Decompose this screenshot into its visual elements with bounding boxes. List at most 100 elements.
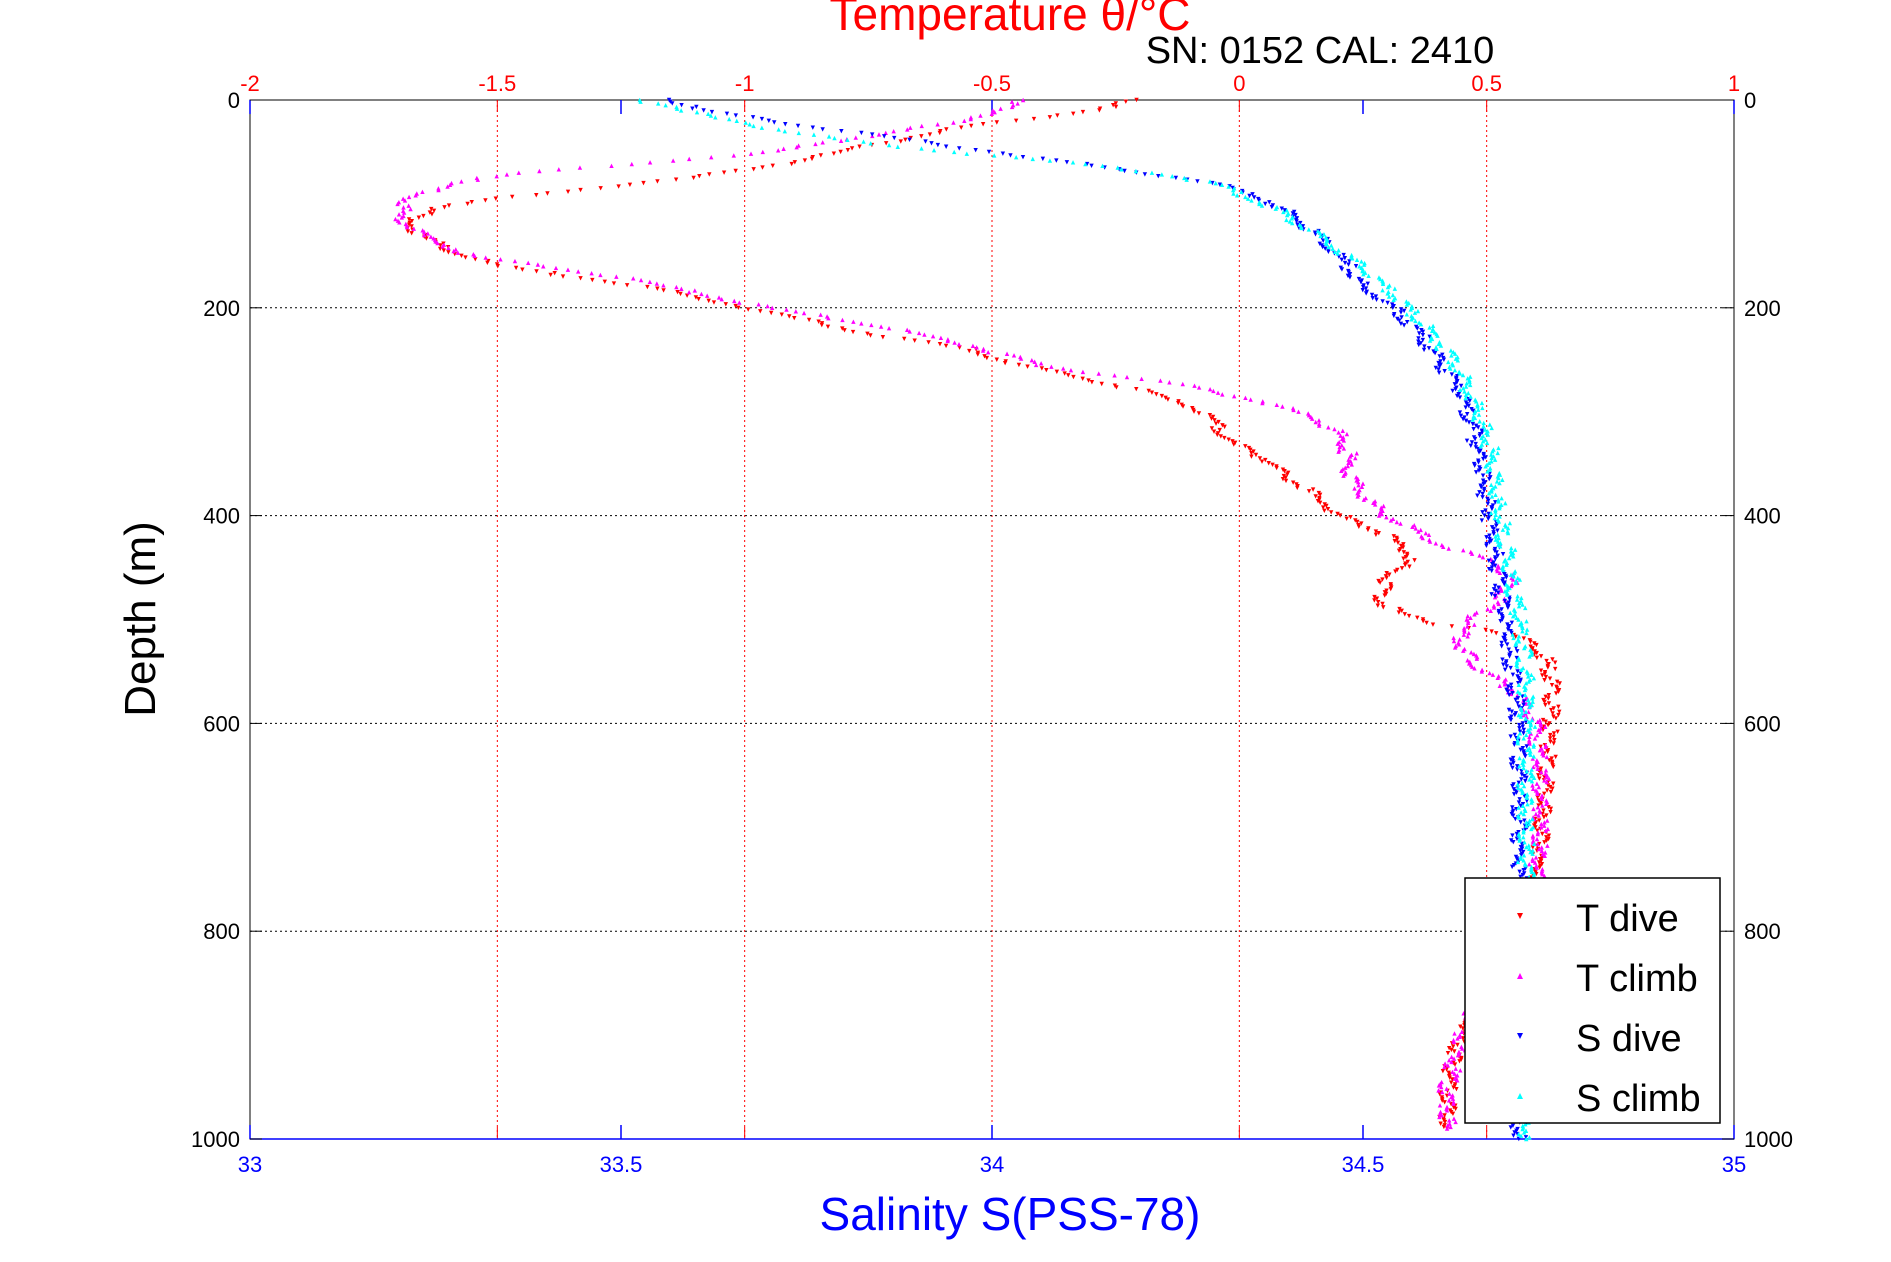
data-point	[493, 196, 499, 201]
data-point	[1515, 594, 1520, 599]
data-point	[1546, 692, 1552, 698]
data-point	[1515, 701, 1520, 706]
data-point	[1365, 527, 1371, 533]
data-point	[1391, 297, 1396, 303]
data-point	[1544, 779, 1550, 785]
data-point	[1518, 667, 1524, 672]
data-point	[1452, 1076, 1457, 1081]
data-point	[775, 148, 781, 153]
data-point	[1115, 165, 1120, 170]
data-point	[1402, 612, 1407, 617]
data-point	[1527, 818, 1532, 823]
data-point	[956, 341, 962, 347]
data-point	[1361, 497, 1367, 502]
data-point	[1496, 610, 1501, 615]
data-point	[1541, 815, 1547, 820]
data-point	[655, 179, 660, 184]
data-point	[734, 118, 739, 123]
data-point	[1538, 722, 1544, 728]
data-point	[1452, 1071, 1457, 1076]
data-point	[1083, 161, 1088, 167]
data-point	[1493, 534, 1498, 539]
data-point	[1477, 433, 1482, 439]
data-point	[772, 120, 777, 125]
data-point	[1463, 384, 1469, 389]
data-point	[789, 161, 794, 167]
data-point	[1332, 249, 1338, 255]
data-point	[661, 288, 666, 293]
data-point	[534, 193, 539, 198]
data-point	[1165, 397, 1171, 402]
data-point	[1520, 602, 1525, 607]
data-point	[796, 130, 802, 136]
data-point	[713, 115, 718, 120]
data-point	[1505, 530, 1511, 536]
data-point	[663, 102, 668, 108]
data-point	[1356, 276, 1362, 282]
data-point	[1545, 826, 1551, 832]
data-point	[1430, 622, 1436, 627]
data-point	[1440, 1068, 1446, 1074]
data-point	[1149, 390, 1155, 395]
data-point	[1504, 562, 1509, 567]
y-tick-label-right: 800	[1744, 919, 1781, 944]
data-point	[1061, 366, 1066, 371]
data-point	[1470, 417, 1475, 422]
data-point	[1542, 823, 1547, 828]
data-point	[697, 173, 702, 179]
bottom-tick-label: 35	[1722, 1152, 1746, 1177]
data-point	[1462, 389, 1467, 394]
data-point	[1516, 617, 1521, 622]
legend: T dive T climb S dive S climb	[1464, 877, 1721, 1124]
data-point	[1355, 494, 1360, 499]
data-point	[1483, 508, 1488, 513]
data-point	[1511, 574, 1516, 579]
data-point	[1274, 465, 1279, 471]
data-point	[1524, 744, 1529, 749]
data-point	[1401, 542, 1406, 547]
data-point	[1243, 194, 1248, 200]
data-point	[1387, 572, 1392, 577]
data-point	[436, 187, 441, 193]
data-point	[1468, 443, 1474, 448]
data-point	[1231, 442, 1236, 447]
data-point	[1545, 665, 1551, 670]
data-point	[1531, 754, 1537, 759]
data-point	[1538, 801, 1544, 807]
data-point	[1071, 111, 1076, 117]
data-point	[1496, 519, 1502, 524]
bottom-axis-ticks: 33 33.5 34 34.5 35	[238, 100, 1746, 1177]
data-point	[1520, 694, 1525, 699]
data-point	[1495, 528, 1500, 533]
data-point	[1347, 275, 1353, 280]
data-point	[645, 284, 650, 290]
data-point	[1437, 1114, 1442, 1120]
data-point	[1554, 686, 1560, 691]
data-point	[1457, 387, 1463, 393]
data-point	[1544, 801, 1549, 807]
data-point	[1283, 478, 1289, 484]
data-point	[1248, 447, 1253, 452]
data-point	[1009, 104, 1015, 110]
data-point	[1422, 344, 1427, 349]
data-point	[696, 296, 701, 302]
data-point	[1380, 508, 1385, 514]
data-point	[1506, 600, 1511, 605]
data-point	[1519, 772, 1525, 777]
data-point	[1454, 380, 1459, 385]
data-point	[820, 140, 825, 145]
data-point	[1508, 686, 1514, 691]
data-point	[429, 212, 435, 217]
legend-label: T climb	[1576, 958, 1698, 1000]
data-point	[1438, 1121, 1443, 1126]
data-point	[1437, 1103, 1443, 1108]
data-point	[1337, 444, 1342, 450]
data-point	[1380, 281, 1386, 287]
data-point	[768, 310, 774, 316]
data-point	[708, 113, 714, 118]
data-point	[1306, 489, 1312, 494]
data-point	[1543, 702, 1548, 708]
data-point	[1508, 665, 1513, 671]
data-point	[716, 295, 722, 300]
data-point	[552, 270, 557, 276]
